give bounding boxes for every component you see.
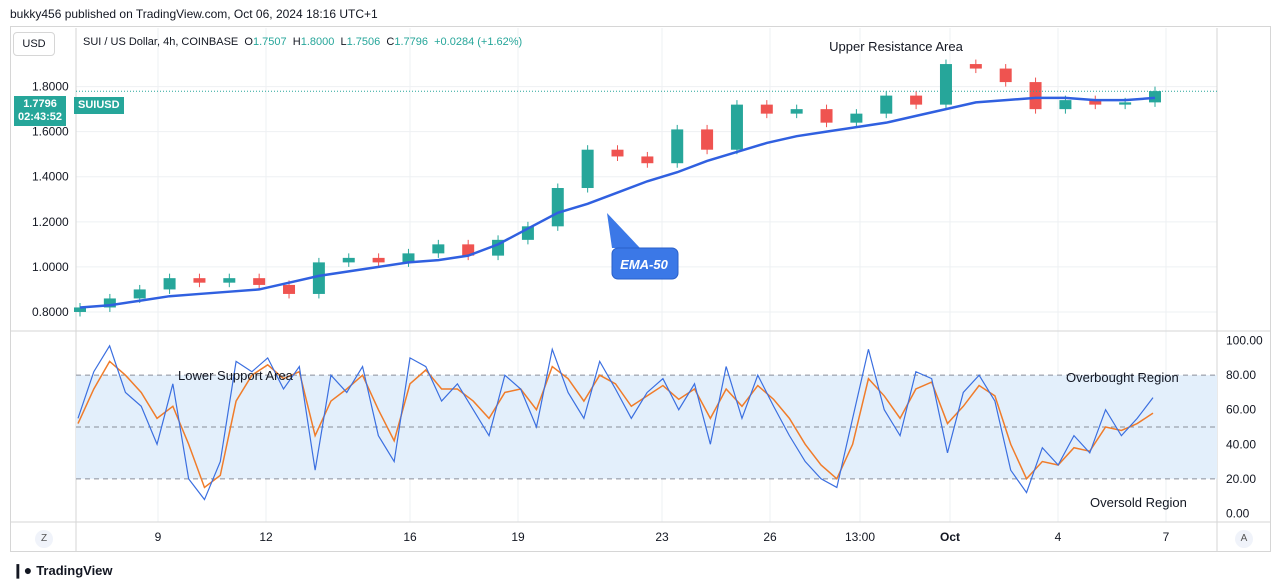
o-label: O [244,36,253,48]
chart-frame [10,26,1271,552]
x-tick-label: 16 [403,530,417,544]
rsi-tick-label: 80.00 [1226,368,1256,382]
rsi-tick-label: 100.00 [1226,334,1263,348]
candle-body [163,278,176,290]
candle-body [342,257,355,263]
candle-body [641,156,654,164]
ema-callout-label: EMA-50 [620,257,668,272]
x-tick-label: Oct [940,530,960,544]
candle-body [1059,100,1072,110]
x-tick-label: 7 [1163,530,1170,544]
x-tick-label: 19 [511,530,525,544]
l-label: L [340,36,347,48]
c-value: 1.7796 [394,36,428,48]
last-price: 1.7796 [23,98,57,110]
last-price-tag: 1.7796 02:43:52 [14,96,67,126]
candle-body [671,129,684,164]
x-tick-label: 23 [655,530,669,544]
candle-body [551,188,564,227]
change-value: +0.0284 (+1.62%) [434,36,523,48]
ema-callout-pointer [607,213,640,248]
symbol-tag: SUIUSD [74,97,124,114]
candle-body [283,284,296,294]
candle-body [312,262,325,294]
lower-support-label: Lower Support Area [178,368,294,383]
scale-a-button[interactable]: A [1235,530,1253,548]
h-label: H [292,36,301,48]
overbought-label: Overbought Region [1066,370,1179,385]
x-tick-label: 9 [155,530,162,544]
candle-body [193,278,206,283]
x-tick-label: 4 [1055,530,1062,544]
rsi-tick-label: 0.00 [1226,506,1250,520]
c-label: C [386,36,395,48]
price-tick-label: 0.8000 [32,305,69,319]
price-tick-label: 1.8000 [32,80,69,94]
candle-body [701,129,714,150]
candle-body [790,109,803,114]
candle-body [223,278,236,283]
candle-body [1089,100,1102,105]
candle-body [372,257,385,263]
candle-body [581,149,594,189]
candle-body [939,64,952,105]
candle-body [432,244,445,254]
candle-body [969,64,982,69]
upper-resistance-label: Upper Resistance Area [829,39,963,54]
x-tick-label: 12 [259,530,273,544]
candle-body [820,109,833,123]
candle-body [850,113,863,123]
candle-body [1119,102,1132,105]
rsi-line [77,344,1154,501]
ema-callout-box [611,247,679,280]
candle-body [999,68,1012,83]
rsi-tick-label: 40.00 [1226,437,1256,451]
candle-body [402,253,415,263]
o-value: 1.7507 [252,36,287,48]
candle-body [103,298,116,308]
brand-label: TradingView [36,563,113,578]
publisher-line: bukky456 published on TradingView.com, O… [10,7,378,21]
candle-body [1149,91,1161,103]
tradingview-logo-icon: ❙● [12,562,33,578]
candle-body [133,289,146,299]
scale-z-button[interactable]: Z [35,530,53,548]
h-value: 1.8000 [300,36,335,48]
oversold-label: Oversold Region [1090,495,1187,510]
currency-button[interactable]: USD [13,32,55,56]
price-tick-label: 1.2000 [32,215,69,229]
candle-body [760,104,773,114]
x-tick-label: 26 [763,530,777,544]
l-value: 1.7506 [346,36,381,48]
rsi-tick-label: 20.00 [1226,472,1256,486]
candle-body [730,104,743,150]
candle-body [880,95,893,114]
rsi-tick-label: 60.00 [1226,403,1256,417]
ema-50-line [79,96,1156,309]
candle-body [611,149,624,157]
price-tick-label: 1.6000 [32,125,69,139]
footer-brand: ❙● TradingView [12,562,113,579]
candle-body [1029,82,1042,110]
candle-body [253,278,266,285]
ohlc-legend: SUI / US Dollar, 4h, COINBASE O1.7507 H1… [83,36,522,48]
price-tick-label: 1.4000 [32,170,69,184]
candle-body [910,95,923,105]
x-tick-label: 13:00 [845,530,875,544]
price-tick-label: 1.0000 [32,260,69,274]
candle-body [462,244,475,256]
symbol-text: SUI / US Dollar, 4h, COINBASE [83,36,239,48]
candle-body [74,307,86,312]
rsi-ma-line [77,360,1154,489]
bar-countdown: 02:43:52 [18,111,63,123]
